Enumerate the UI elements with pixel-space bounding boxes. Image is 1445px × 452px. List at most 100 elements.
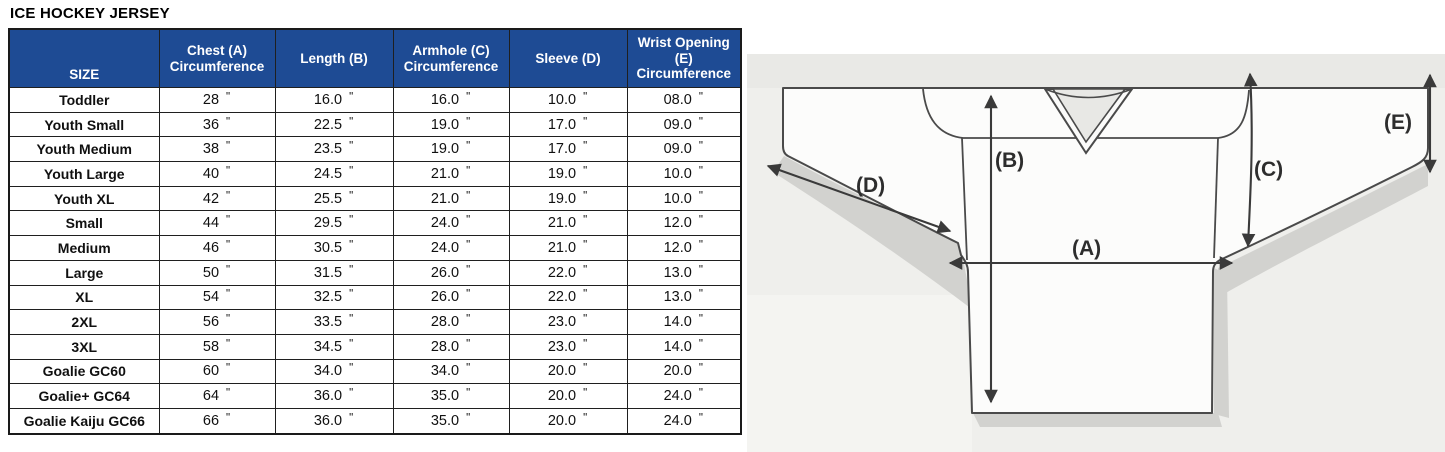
inch-mark: " [698,288,704,301]
inch-mark: " [583,91,589,104]
column-header-armhole: Armhole (C) Circumference [392,28,510,88]
label-D: (D) [856,174,885,197]
measurement-value-length: 30.5 " [274,235,394,261]
table-row: XL 54 " 32.5 " 26.0 " 22.0 " 13.0 " [8,284,742,311]
inch-mark: " [698,387,704,400]
measurement-value-sleeve: 21.0 " [508,210,628,237]
measurement-value-armhole: 24.0 " [392,210,510,237]
arrow-D [766,163,952,234]
table-row: Goalie+ GC64 64 " 36.0 " 35.0 " 20.0 " 24.0 " [8,383,742,409]
inch-mark: " [226,116,232,129]
label-E: (E) [1384,111,1412,134]
collar [1043,88,1134,155]
inch-mark: " [466,412,472,425]
measurement-value-sleeve: 19.0 " [508,161,628,187]
measurement-value-wrist: 12.0 " [626,235,742,261]
inch-mark: " [466,91,472,104]
inch-mark: " [583,214,589,227]
measurement-value-sleeve: 22.0 " [508,259,628,286]
measurement-value-length: 22.5 " [274,111,394,138]
label-C: (C) [1254,158,1283,181]
table-row: Goalie Kaiju GC66 66 " 36.0 " 35.0 " 20.0 " 24.0 " [8,407,742,435]
measurement-value-armhole: 21.0 " [392,161,510,187]
measurement-value-armhole: 34.0 " [392,358,510,385]
size-name: Toddler [8,87,160,113]
table-row: Youth Medium 38 " 23.5 " 19.0 " 17.0 " 09.0 " [8,136,742,163]
size-name: 2XL [8,309,160,335]
inch-mark: " [698,338,704,351]
measurement-value-armhole: 28.0 " [392,309,510,335]
measurement-value-armhole: 19.0 " [392,136,510,163]
measurement-value-sleeve: 19.0 " [508,185,628,212]
inch-mark: " [349,214,355,227]
measurement-value-length: 34.5 " [274,333,394,360]
page-title: ICE HOCKEY JERSEY [10,5,170,22]
measurement-value-length: 33.5 " [274,309,394,335]
size-name: Medium [8,235,160,261]
inch-mark: " [349,338,355,351]
measurement-value-chest: 28 " [158,87,276,113]
measurement-value-chest: 36 " [158,111,276,138]
inch-mark: " [698,140,704,153]
measurement-value-length: 29.5 " [274,210,394,237]
inch-mark: " [349,313,355,326]
measurement-value-sleeve: 17.0 " [508,111,628,138]
measurement-value-sleeve: 20.0 " [508,358,628,385]
inch-mark: " [349,362,355,375]
measurement-value-sleeve: 23.0 " [508,333,628,360]
measurement-value-wrist: 20.0 " [626,358,742,385]
inch-mark: " [583,412,589,425]
column-header-chest: Chest (A) Circumference [158,28,276,88]
measurement-value-armhole: 26.0 " [392,259,510,286]
table-row: 3XL 58 " 34.5 " 28.0 " 23.0 " 14.0 " [8,333,742,360]
size-name: 3XL [8,333,160,360]
inch-mark: " [349,264,355,277]
column-header-wrist: Wrist Opening (E) Circumference [626,28,742,88]
inch-mark: " [349,91,355,104]
measurement-value-length: 36.0 " [274,383,394,409]
inch-mark: " [349,140,355,153]
measurement-value-chest: 54 " [158,284,276,311]
measurement-value-length: 34.0 " [274,358,394,385]
size-name: Goalie Kaiju GC66 [8,407,160,435]
size-name: Goalie+ GC64 [8,383,160,409]
measurement-value-armhole: 35.0 " [392,407,510,435]
measurement-value-chest: 56 " [158,309,276,335]
measurement-value-wrist: 24.0 " [626,407,742,435]
inch-mark: " [583,313,589,326]
size-name: Small [8,210,160,237]
inch-mark: " [466,214,472,227]
inch-mark: " [226,91,232,104]
measurement-value-wrist: 10.0 " [626,161,742,187]
table-row: Toddler 28 " 16.0 " 16.0 " 10.0 " 08.0 " [8,87,742,113]
inch-mark: " [349,387,355,400]
measurement-value-chest: 46 " [158,235,276,261]
measurement-value-chest: 58 " [158,333,276,360]
table-row: Goalie GC60 60 " 34.0 " 34.0 " 20.0 " 20.0 " [8,358,742,385]
size-name: Large [8,259,160,286]
inch-mark: " [583,165,589,178]
collar-v-inner [1051,88,1127,144]
measurement-value-wrist: 13.0 " [626,259,742,286]
size-table: SIZE Chest (A) Circumference Length (B) Armh… [8,28,742,435]
size-chart: SIZE Chest (A) Circumference Length (B) Armh… [8,28,742,435]
table-row: Youth Small 36 " 22.5 " 19.0 " 17.0 " 09.0 " [8,111,742,138]
measurement-value-wrist: 10.0 " [626,185,742,212]
measurement-value-sleeve: 20.0 " [508,383,628,409]
measurement-value-chest: 44 " [158,210,276,237]
table-row: Large 50 " 31.5 " 26.0 " 22.0 " 13.0 " [8,259,742,286]
inch-mark: " [583,288,589,301]
inch-mark: " [349,165,355,178]
size-name: Youth Large [8,161,160,187]
measurement-value-sleeve: 10.0 " [508,87,628,113]
measurement-value-length: 32.5 " [274,284,394,311]
inch-mark: " [466,165,472,178]
inch-mark: " [698,214,704,227]
inch-mark: " [698,91,704,104]
table-row: Youth Large 40 " 24.5 " 21.0 " 19.0 " 10.0 " [8,161,742,187]
measurement-value-chest: 64 " [158,383,276,409]
measurement-value-chest: 60 " [158,358,276,385]
measurement-arrows [766,72,1437,404]
measurement-value-wrist: 13.0 " [626,284,742,311]
inch-mark: " [349,190,355,203]
